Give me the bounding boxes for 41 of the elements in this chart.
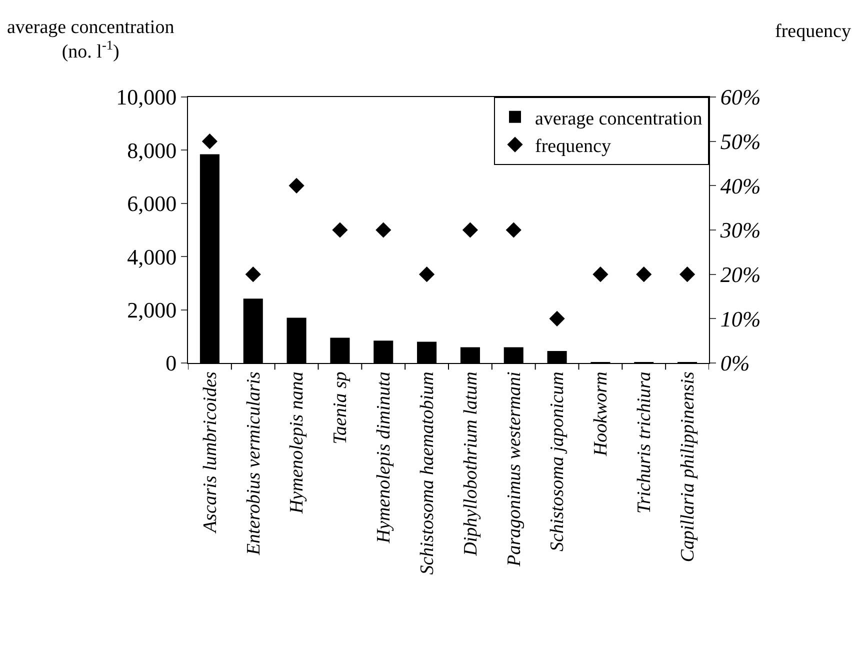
- point: [636, 266, 652, 282]
- y2-tick-label: 0%: [720, 350, 750, 376]
- x-tick-label: Taenia sp: [330, 372, 352, 444]
- x-tick-label: Hookworm: [590, 372, 612, 458]
- x-tick-label: Capillaria philippinensis: [677, 372, 698, 562]
- point: [418, 266, 435, 282]
- y2-tick-label: 40%: [720, 173, 761, 198]
- x-tick-label: Trichuris trichiura: [634, 372, 656, 514]
- point: [376, 222, 392, 238]
- legend-label: frequency: [535, 136, 612, 157]
- point: [202, 134, 218, 150]
- x-tick-label: Diphyllobothrium latum: [460, 372, 482, 557]
- y-tick-label: 4,000: [127, 244, 177, 270]
- y2-tick-label: 30%: [719, 218, 761, 243]
- y-axis-title: average concentration (no. l$^{-1}$): [7, 17, 175, 63]
- y2-axis-title: frequency: [775, 21, 852, 42]
- point: [288, 178, 304, 194]
- x-tick-label: Schistosoma haematobium: [416, 372, 438, 575]
- legend-label: average concentration: [535, 108, 703, 130]
- y2-tick-label: 10%: [720, 306, 761, 332]
- y-tick-label: 10,000: [116, 84, 177, 110]
- y2-tick-label: 50%: [720, 129, 761, 154]
- x-tick-label: Ascaris lumbricoides: [200, 372, 221, 535]
- y-tick-label: 2,000: [127, 298, 177, 322]
- y-tick-label: 6,000: [127, 191, 177, 216]
- y2-tick-label: 60%: [720, 84, 761, 110]
- x-tick-label: Schistosoma japonicum: [547, 372, 568, 552]
- point: [506, 222, 522, 238]
- y-tick-label: 0: [166, 350, 177, 376]
- y2-tick-label: 20%: [720, 262, 761, 288]
- x-tick-label: Paragonimus westermani: [504, 372, 525, 568]
- x-tick-label: Hymenolepis nana: [286, 372, 308, 515]
- point: [245, 266, 261, 282]
- x-tick-label: Enterobius vermicularis: [243, 372, 264, 556]
- point: [332, 222, 348, 238]
- point: [549, 310, 565, 326]
- y-tick-label: 8,000: [127, 138, 177, 163]
- point: [679, 266, 696, 282]
- point: [462, 222, 478, 238]
- point: [592, 266, 608, 282]
- x-tick-label: Hymenolepis diminuta: [374, 372, 395, 544]
